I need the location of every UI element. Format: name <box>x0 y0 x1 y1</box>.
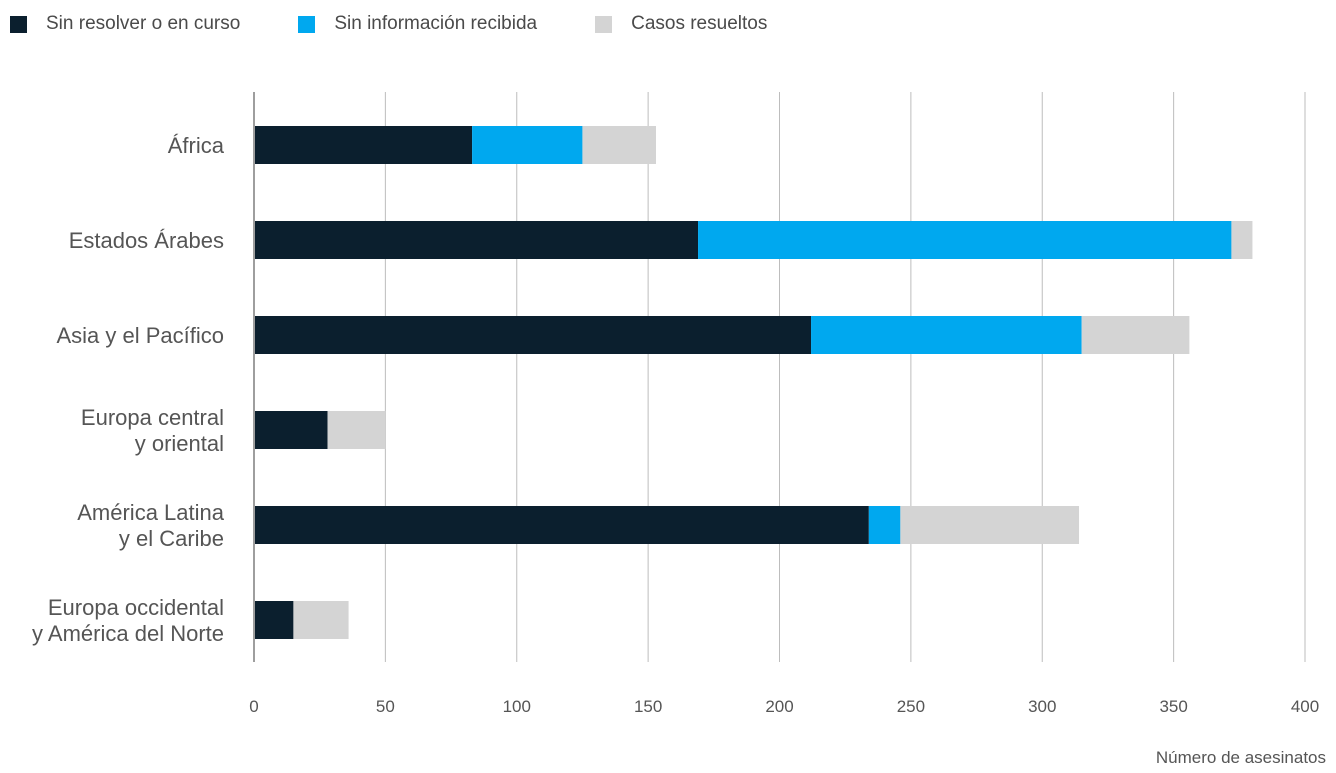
bar-segment-1-0 <box>254 221 699 259</box>
category-label-2-0: Asia y el Pacífico <box>56 323 224 348</box>
category-label-4-0: América Latina <box>77 500 225 525</box>
legend-label-no-info: Sin información recibida <box>334 13 538 34</box>
x-axis-label: Número de asesinatos <box>1155 748 1326 767</box>
legend-item-no-info: Sin información recibida <box>298 13 537 35</box>
category-label-3-1: y oriental <box>135 431 224 456</box>
legend-swatch-no-info <box>298 15 316 33</box>
category-label-3-0: Europa central <box>81 405 224 430</box>
bar-segment-4-0 <box>254 506 869 544</box>
bar-segment-3-2 <box>327 411 386 449</box>
x-tick-label-300: 300 <box>1028 697 1056 716</box>
bar-segment-1-2 <box>1231 221 1253 259</box>
bar-segment-5-2 <box>293 601 349 639</box>
legend-swatch-resolved <box>595 15 613 33</box>
category-label-5-1: y América del Norte <box>32 621 224 646</box>
x-tick-label-250: 250 <box>897 697 925 716</box>
category-label-0-0: África <box>168 133 225 158</box>
legend-swatch-unresolved <box>10 15 27 33</box>
legend-item-resolved: Casos resueltos <box>595 13 767 35</box>
x-tick-label-400: 400 <box>1291 697 1319 716</box>
bar-segment-2-1 <box>811 316 1082 354</box>
bar-segment-5-0 <box>254 601 294 639</box>
legend: Sin resolver o en curso Sin información … <box>10 10 825 38</box>
bar-segment-0-1 <box>472 126 583 164</box>
bar-segment-0-0 <box>254 126 473 164</box>
category-label-5-0: Europa occidental <box>48 595 224 620</box>
bar-segment-4-1 <box>868 506 901 544</box>
x-tick-label-100: 100 <box>503 697 531 716</box>
bar-segment-2-0 <box>254 316 812 354</box>
category-label-4-1: y el Caribe <box>119 526 224 551</box>
x-tick-label-50: 50 <box>376 697 395 716</box>
x-tick-label-150: 150 <box>634 697 662 716</box>
legend-item-unresolved: Sin resolver o en curso <box>10 13 240 35</box>
x-tick-label-350: 350 <box>1159 697 1187 716</box>
legend-label-unresolved: Sin resolver o en curso <box>46 13 241 34</box>
x-tick-label-200: 200 <box>765 697 793 716</box>
bar-segment-1-1 <box>698 221 1232 259</box>
bar-segment-2-2 <box>1081 316 1190 354</box>
x-tick-label-0: 0 <box>249 697 258 716</box>
legend-label-resolved: Casos resueltos <box>631 13 768 34</box>
bar-segment-0-2 <box>582 126 657 164</box>
bar-segment-4-2 <box>900 506 1080 544</box>
category-label-1-0: Estados Árabes <box>69 228 224 253</box>
bar-segment-3-0 <box>254 411 328 449</box>
